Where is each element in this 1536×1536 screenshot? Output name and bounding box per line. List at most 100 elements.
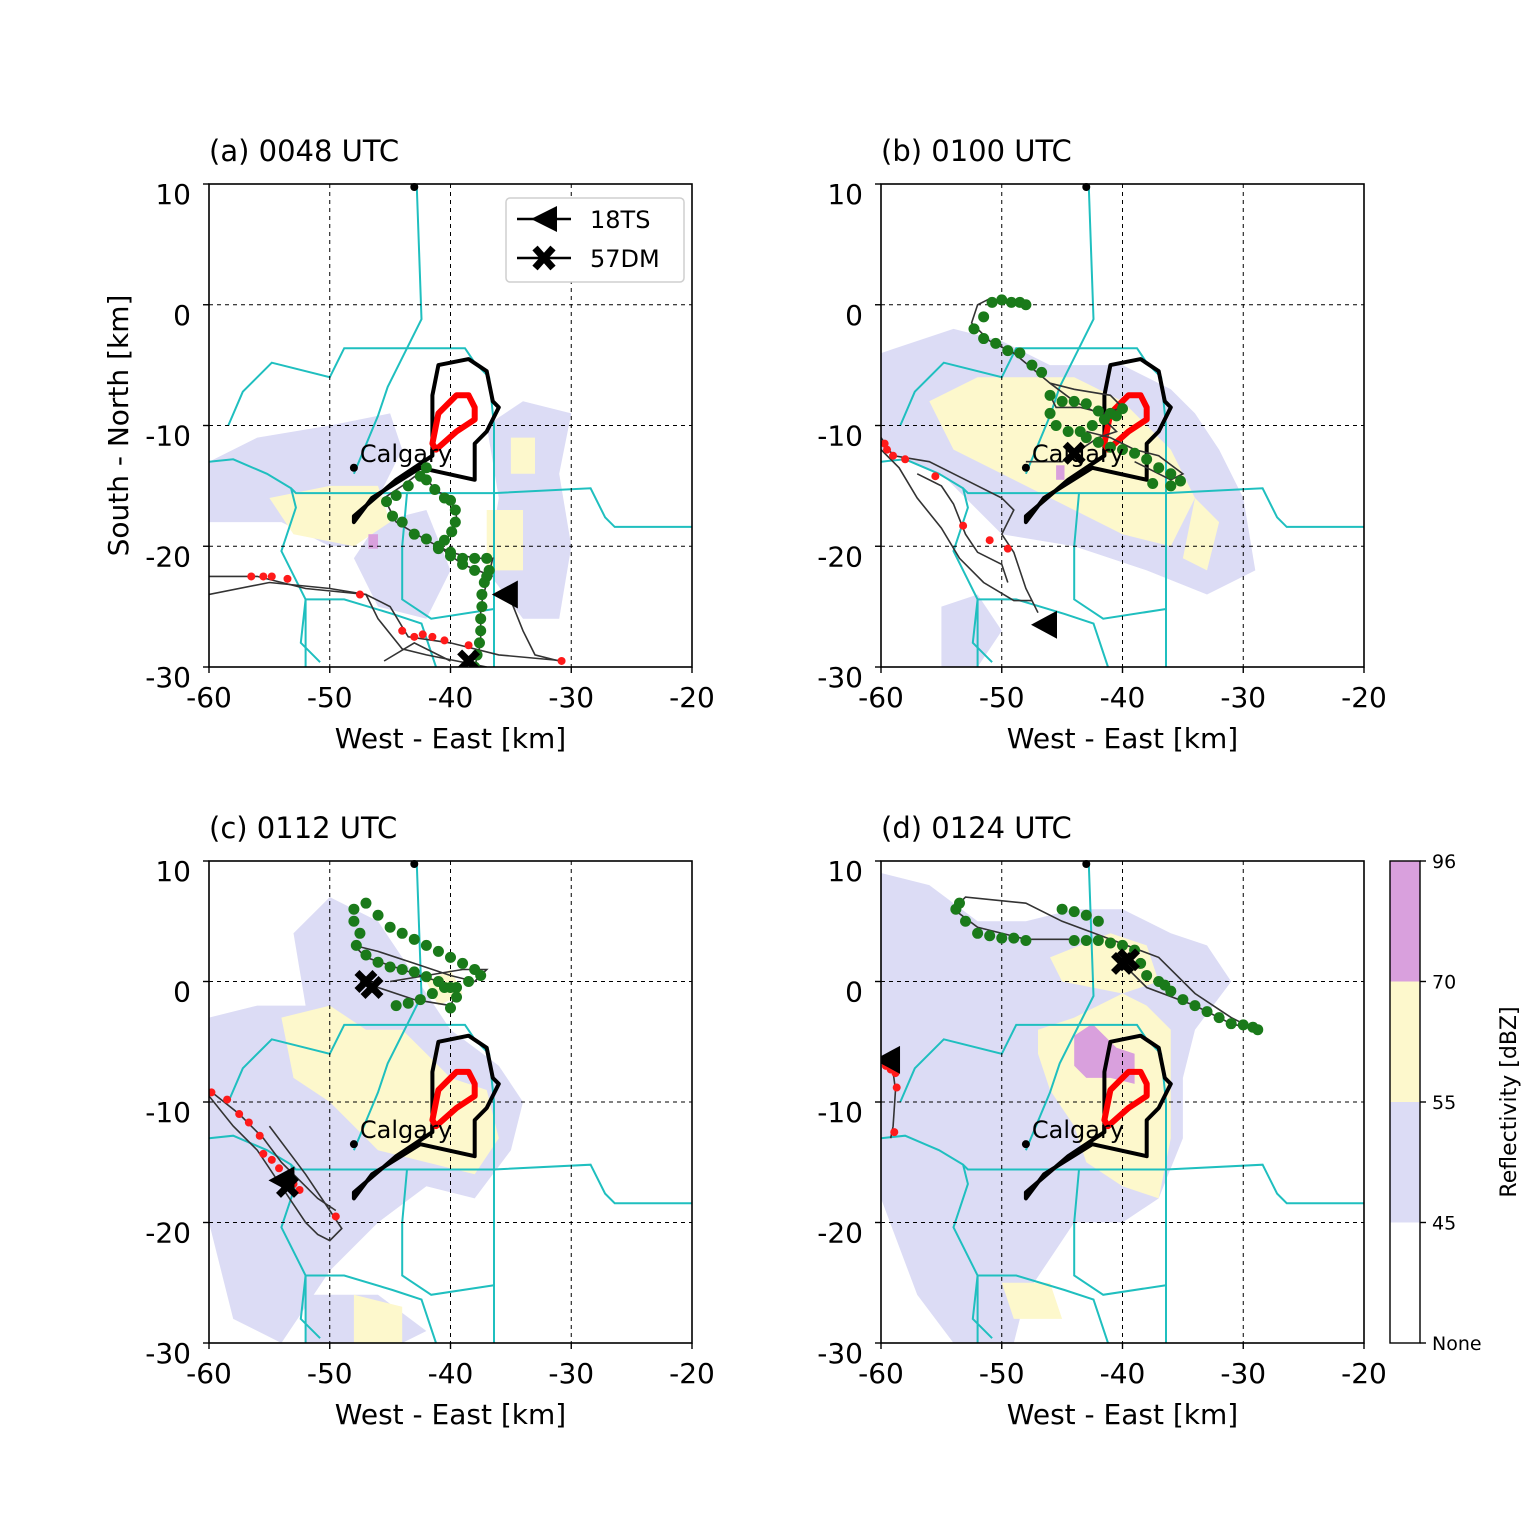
track-point-green [473,637,485,649]
track-point-red [464,641,473,650]
colorbar-bin [1390,1102,1420,1223]
track-point-green [1044,389,1056,401]
station-dot [410,183,419,191]
track-point-red [901,455,910,464]
station-dot [1082,183,1091,191]
track-point-green [348,903,360,915]
track-point-green [408,528,420,540]
contour-outer [351,357,501,525]
colorbar: None 45 55 70 96 Reflectivity [dBZ] [1389,851,1522,1355]
marker-57dm [1062,441,1086,465]
track-point-red [247,572,256,581]
track-point-green [1174,475,1186,487]
track-point-red [428,632,437,641]
track-point-green [402,997,414,1009]
track-point-green [396,927,408,939]
track-point-green [432,976,444,987]
track-point-green [950,903,962,915]
x-axis-label: West - East [km] [335,1398,566,1431]
track-point-green [1237,1019,1249,1031]
y-tick-label: 10 [155,855,191,888]
track-line-red [209,581,487,667]
reflectivity-70-96 [1056,465,1065,480]
colorbar-bin [1390,861,1420,982]
colorbar-tick-label: None [1432,1333,1482,1355]
y-tick-label: -10 [145,420,191,453]
track-point-green [1080,398,1092,410]
x-tick-label: -40 [428,1357,474,1390]
track-point-green [1092,405,1104,417]
track-point-red [557,656,566,665]
track-point-red [267,1155,276,1164]
track-point-green [445,951,456,963]
track-line-green [1086,430,1185,481]
reflectivity-55-70 [510,437,535,474]
county-boundary [352,861,423,1151]
track-point-red [892,1083,901,1092]
colorbar-label: Reflectivity [dBZ] [1497,1006,1522,1197]
track-point-green [1092,935,1104,947]
track-point-green [1080,935,1092,947]
track-point-green [1225,1018,1237,1030]
track-point-red [959,521,968,530]
county-boundary [881,1134,993,1339]
colorbar-bin [1390,1222,1420,1343]
panel-b: Calgary -60 -50 -40 -30 -20 -30 -20 -10 0 10 (b) 01… [817,134,1387,755]
track-line-gray [510,600,560,662]
x-axis-label: West - East [km] [1007,722,1238,755]
track-point-green [384,921,396,933]
track-point-red [223,1095,232,1104]
city-label: Calgary [1032,440,1124,468]
contour-inner [429,1068,478,1130]
contour-inner [1101,1068,1150,1130]
track-point-green [1068,906,1080,918]
track-point-green [978,311,990,323]
track-point-green [1020,935,1032,947]
x-tick-label: -40 [1100,681,1146,714]
track-point-red [931,472,940,481]
y-tick-label: 0 [173,976,191,1009]
county-boundary [1073,1169,1167,1296]
track-point-green [445,494,456,506]
track-point-green [420,462,432,474]
plot-area: Calgary [881,861,1364,1343]
track-point-green [1092,915,1104,927]
reflectivity-55-70 [1001,1282,1063,1319]
y-tick-label: 10 [155,178,191,211]
track-point-green [1080,909,1092,921]
track-point-green [429,483,441,495]
track-point-green [372,909,384,921]
track-point-green [1036,366,1048,378]
legend-triangle-icon [531,206,557,232]
county-boundary [1073,493,1167,620]
track-point-green [445,982,456,994]
track-point-green [420,474,432,486]
track-point-green [1177,994,1189,1006]
track-point-green [1014,296,1026,308]
track-point-green [1080,432,1092,444]
x-tick-label: -60 [186,681,232,714]
track-point-green [1117,444,1128,456]
track-point-green [1189,1000,1201,1012]
reflectivity-70-96 [368,534,378,549]
y-tick-label: 0 [173,299,191,332]
track-point-red [410,632,419,641]
x-tick-label: -50 [979,681,1025,714]
track-point-green [1092,436,1104,448]
plot-area: Calgary [209,861,692,1343]
track-point-green [475,625,487,637]
panel-d: Calgary -60 -50 -40 -30 -20 -30 -20 -10 0 10 (d) 01… [817,811,1387,1431]
x-axis-label: West - East [km] [1007,1398,1238,1431]
reflectivity-55-70 [281,1005,499,1175]
county-boundary [305,1274,437,1343]
track-point-green [420,939,432,951]
track-point-red [418,630,427,639]
track-point-green [348,915,360,927]
county-boundary [305,598,437,667]
track-point-red [355,590,364,599]
track-point-green [1098,413,1110,425]
track-point-green [1141,453,1153,465]
track-point-green [1104,441,1116,453]
track-point-green [996,294,1008,306]
y-tick-label: -10 [145,1096,191,1129]
